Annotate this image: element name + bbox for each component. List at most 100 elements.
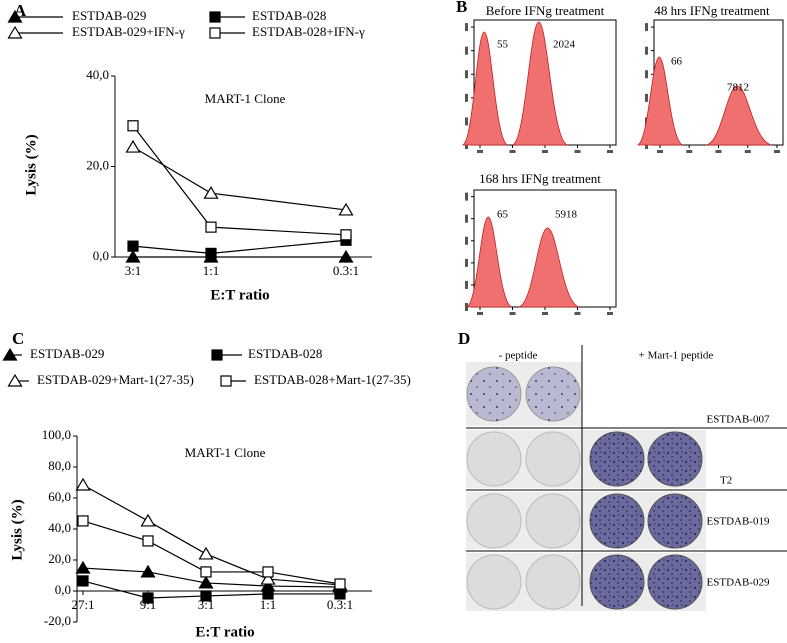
marker [205, 221, 217, 233]
marker [198, 575, 214, 589]
frame-tick-label [657, 150, 663, 153]
frame-tick-label [542, 312, 548, 315]
chart-title: MART-1 Clone [205, 91, 286, 106]
column-header: - peptide [499, 350, 538, 362]
row-label: ESTDAB-019 [707, 516, 770, 528]
frame-tick-label [465, 258, 468, 267]
frame-tick-label [465, 236, 468, 245]
marker [77, 575, 89, 587]
frame-tick-label [465, 117, 468, 126]
dark-well [466, 366, 581, 422]
frame-tick-label [686, 150, 693, 153]
frame-tick-label [465, 46, 468, 55]
frame-tick-label [465, 93, 468, 102]
marker [142, 592, 154, 604]
panel-label: D [458, 329, 470, 348]
peak-label: 66 [671, 56, 683, 68]
marker [198, 546, 214, 560]
peak-label: 7812 [727, 82, 749, 94]
frame-tick-label [465, 303, 468, 311]
y-tick-label: 40,0 [48, 520, 71, 535]
frame-tick-label [574, 312, 581, 315]
legend-label: ESTDAB-028 [248, 346, 322, 361]
legend-label: ESTDAB-028+IFN-γ [252, 24, 365, 39]
row-label: ESTDAB-029 [707, 577, 770, 589]
y-tick-label: 0,0 [93, 248, 109, 263]
frame-tick-label [509, 312, 516, 315]
panel-label: C [12, 329, 24, 348]
legend-marker [2, 347, 18, 361]
histogram-peak [462, 31, 508, 146]
marker [140, 513, 156, 527]
marker [127, 120, 139, 132]
legend-label: ESTDAB-029+IFN-γ [72, 24, 185, 39]
row-label: T2 [720, 475, 732, 487]
x-tick-label: 0.3:1 [327, 597, 353, 612]
x-axis-label: E:T ratio [195, 624, 254, 640]
legend-label: ESTDAB-028 [252, 8, 326, 23]
frame-tick-label [645, 23, 648, 32]
frame-tick-label [645, 93, 648, 102]
legend-label: ESTDAB-028+Mart-1(27-35) [254, 372, 411, 387]
frame-tick-label [465, 280, 468, 289]
marker [75, 477, 91, 491]
elispot-plate [466, 345, 787, 611]
frame-tick-label [574, 150, 581, 153]
marker [338, 249, 354, 263]
legend-marker [7, 25, 23, 39]
histogram-peak [466, 216, 512, 308]
marker [77, 515, 89, 527]
histogram-peak [706, 85, 772, 146]
histogram-frame [653, 19, 784, 146]
marker [200, 566, 212, 578]
y-tick-label: 60,0 [48, 489, 71, 504]
frame-tick-label [744, 150, 751, 153]
histogram-peak [512, 21, 568, 146]
peak-label: 5918 [555, 209, 578, 221]
frame-tick-label [645, 70, 648, 79]
y-tick-label: 100,0 [42, 427, 71, 442]
series-line [132, 125, 347, 236]
marker [338, 202, 354, 216]
marker [140, 564, 156, 578]
legend-label: ESTDAB-029 [72, 8, 146, 23]
peak-label: 65 [497, 209, 509, 221]
frame-tick-label [715, 150, 722, 153]
frame-tick-label [542, 150, 548, 153]
frame-tick-label [465, 192, 468, 201]
marker [142, 535, 154, 547]
y-tick-label: 20,0 [48, 551, 71, 566]
y-tick-label: 80,0 [48, 458, 71, 473]
x-tick-label: 3:1 [125, 263, 142, 278]
marker [340, 229, 352, 241]
row-label: ESTDAB-007 [707, 414, 770, 426]
y-tick-label: -20,0 [44, 613, 71, 628]
marker [75, 560, 91, 574]
dark-well [589, 431, 703, 610]
legend-marker [211, 349, 223, 361]
histogram-peak [518, 227, 579, 308]
x-tick-label: 1:1 [260, 597, 277, 612]
frame-tick-label [465, 214, 468, 223]
y-axis-label: Lysis (%) [9, 499, 25, 560]
legend-marker [209, 11, 221, 23]
series-line [132, 239, 347, 254]
x-tick-label: 0.3:1 [333, 263, 359, 278]
y-axis-label: Lysis (%) [23, 134, 39, 195]
column-header: + Mart-1 peptide [639, 350, 714, 362]
frame-tick-label [607, 150, 613, 153]
histogram-peak [637, 56, 683, 146]
marker [262, 566, 274, 578]
marker [200, 590, 212, 602]
x-tick-label: 1:1 [203, 263, 220, 278]
light-well [466, 431, 581, 610]
frame-tick-label [774, 150, 780, 153]
legend-marker [7, 9, 23, 23]
histogram-title: 48 hrs IFNg treatment [654, 3, 770, 18]
frame-tick-label [477, 312, 483, 315]
frame-tick-label [607, 312, 613, 315]
legend-marker [7, 373, 23, 387]
legend-label: ESTDAB-029+Mart-1(27-35) [37, 372, 194, 387]
y-tick-label: 0,0 [55, 582, 71, 597]
